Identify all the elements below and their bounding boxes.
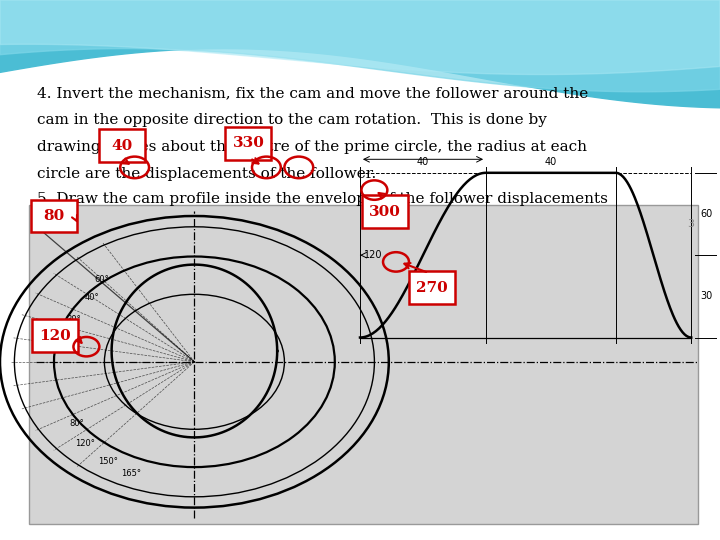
FancyBboxPatch shape (409, 271, 455, 304)
FancyBboxPatch shape (32, 320, 78, 353)
Text: 120: 120 (364, 250, 382, 260)
FancyBboxPatch shape (362, 195, 408, 228)
FancyBboxPatch shape (225, 126, 271, 160)
Text: 120°: 120° (75, 440, 95, 448)
Text: cam in the opposite direction to the cam rotation.  This is done by: cam in the opposite direction to the cam… (37, 113, 547, 127)
Text: 4. Invert the mechanism, fix the cam and move the follower around the: 4. Invert the mechanism, fix the cam and… (37, 86, 589, 100)
FancyBboxPatch shape (31, 199, 77, 232)
Text: 150°: 150° (98, 457, 118, 466)
Text: 80: 80 (43, 209, 65, 223)
Text: 30: 30 (700, 291, 713, 301)
Text: 40: 40 (544, 157, 557, 167)
Text: 270: 270 (416, 281, 448, 295)
Text: 5. Draw the cam profile inside the envelope of the follower displacements: 5. Draw the cam profile inside the envel… (37, 192, 608, 206)
Text: 40°: 40° (85, 293, 99, 302)
Text: 60: 60 (700, 209, 713, 219)
Text: 40: 40 (417, 157, 429, 167)
FancyBboxPatch shape (99, 130, 145, 162)
Text: 120: 120 (40, 329, 71, 343)
Text: drawing circles about the centre of the prime circle, the radius at each: drawing circles about the centre of the … (37, 140, 588, 154)
Text: 60°: 60° (94, 274, 109, 284)
Text: 165°: 165° (121, 469, 141, 478)
Text: 330: 330 (233, 136, 264, 150)
Text: 3: 3 (688, 219, 695, 229)
Text: 300: 300 (369, 205, 401, 219)
Text: circle are the displacements of the follower.: circle are the displacements of the foll… (37, 167, 377, 181)
Text: 30°: 30° (66, 315, 81, 324)
Text: 40: 40 (112, 139, 133, 153)
Text: 80°: 80° (69, 419, 84, 428)
FancyBboxPatch shape (29, 205, 698, 524)
